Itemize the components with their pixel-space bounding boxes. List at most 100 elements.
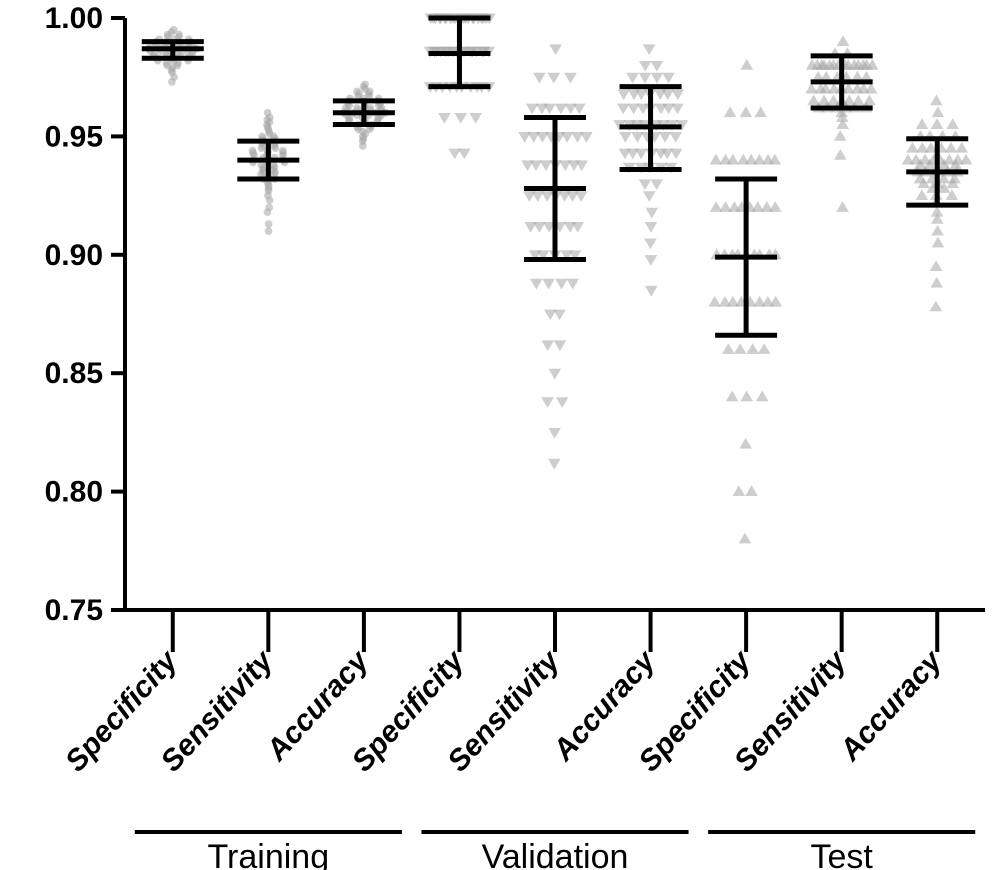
data-point xyxy=(553,310,566,321)
data-point xyxy=(547,73,560,84)
data-point xyxy=(359,142,367,150)
data-point xyxy=(272,144,280,152)
data-point xyxy=(662,73,675,84)
data-point xyxy=(769,296,782,307)
data-point xyxy=(646,208,659,219)
data-point xyxy=(745,485,758,496)
y-tick-label: 0.95 xyxy=(45,120,103,153)
data-point xyxy=(626,73,639,84)
data-point xyxy=(724,106,737,117)
data-point xyxy=(931,118,944,129)
y-tick-label: 0.90 xyxy=(45,239,103,272)
data-point xyxy=(834,149,847,160)
data-point xyxy=(555,104,568,115)
data-point xyxy=(672,89,685,100)
data-point xyxy=(740,106,753,117)
data-point xyxy=(617,104,630,115)
data-point xyxy=(769,201,782,212)
data-point xyxy=(906,142,919,153)
data-point xyxy=(526,104,539,115)
data-point xyxy=(168,78,176,86)
data-point xyxy=(669,132,682,143)
group-label: Test xyxy=(810,838,873,870)
data-point xyxy=(533,222,546,233)
data-point xyxy=(643,191,656,202)
data-point xyxy=(549,44,562,55)
data-point xyxy=(548,428,561,439)
data-point xyxy=(863,95,876,106)
data-point xyxy=(458,149,471,160)
y-tick-label: 0.80 xyxy=(45,476,103,509)
data-point xyxy=(732,485,745,496)
metrics-scatter-chart: 0.750.800.850.900.951.00SpecificitySensi… xyxy=(0,0,1000,870)
data-point xyxy=(651,61,664,72)
data-point xyxy=(454,113,467,124)
error-bar xyxy=(333,101,395,125)
data-point xyxy=(650,179,663,190)
data-point xyxy=(644,239,657,250)
data-point xyxy=(645,222,658,233)
data-point xyxy=(837,35,850,46)
data-point xyxy=(580,132,593,143)
data-point xyxy=(530,160,543,171)
data-point xyxy=(266,196,274,204)
data-point xyxy=(530,279,543,290)
data-point xyxy=(571,222,584,233)
data-point xyxy=(533,73,546,84)
data-point xyxy=(932,237,945,248)
data-point xyxy=(746,343,759,354)
data-point xyxy=(916,189,929,200)
data-point xyxy=(726,391,739,402)
y-tick-label: 1.00 xyxy=(45,2,103,35)
data-point xyxy=(708,296,721,307)
data-point xyxy=(930,301,943,312)
x-tick-label: Accuracy xyxy=(833,644,949,768)
data-point xyxy=(639,61,652,72)
data-point xyxy=(639,73,652,84)
data-point xyxy=(670,149,683,160)
data-point xyxy=(564,73,577,84)
error-bar xyxy=(428,18,490,87)
data-point xyxy=(739,438,752,449)
data-point xyxy=(645,255,658,266)
error-bar xyxy=(620,87,682,170)
error-bar xyxy=(237,141,299,179)
data-point xyxy=(740,391,753,402)
data-point xyxy=(541,340,554,351)
data-point xyxy=(916,118,929,129)
data-point xyxy=(945,142,958,153)
data-point xyxy=(955,142,968,153)
data-point xyxy=(932,106,945,117)
data-point xyxy=(575,160,588,171)
data-point xyxy=(754,106,767,117)
data-point xyxy=(575,191,588,202)
data-point xyxy=(469,113,482,124)
data-point xyxy=(548,459,561,470)
data-point xyxy=(960,154,973,165)
y-tick-label: 0.75 xyxy=(45,594,103,627)
data-point xyxy=(617,89,630,100)
data-point xyxy=(930,260,943,271)
data-point xyxy=(740,59,753,70)
error-bar xyxy=(715,179,777,335)
data-point xyxy=(734,343,747,354)
data-point xyxy=(556,397,569,408)
error-bar xyxy=(142,42,204,59)
data-point xyxy=(549,369,562,380)
data-point xyxy=(722,343,735,354)
data-point xyxy=(836,201,849,212)
data-point xyxy=(561,132,574,143)
data-point xyxy=(639,179,652,190)
group-label: Training xyxy=(208,838,330,870)
data-point xyxy=(555,279,568,290)
data-point xyxy=(543,104,556,115)
data-point xyxy=(645,286,658,297)
y-tick-label: 0.85 xyxy=(45,357,103,390)
data-point xyxy=(619,132,632,143)
data-point xyxy=(573,104,586,115)
data-point xyxy=(265,220,273,228)
data-point xyxy=(930,277,943,288)
data-point xyxy=(671,104,684,115)
group-label: Validation xyxy=(482,838,629,870)
data-point xyxy=(542,279,555,290)
